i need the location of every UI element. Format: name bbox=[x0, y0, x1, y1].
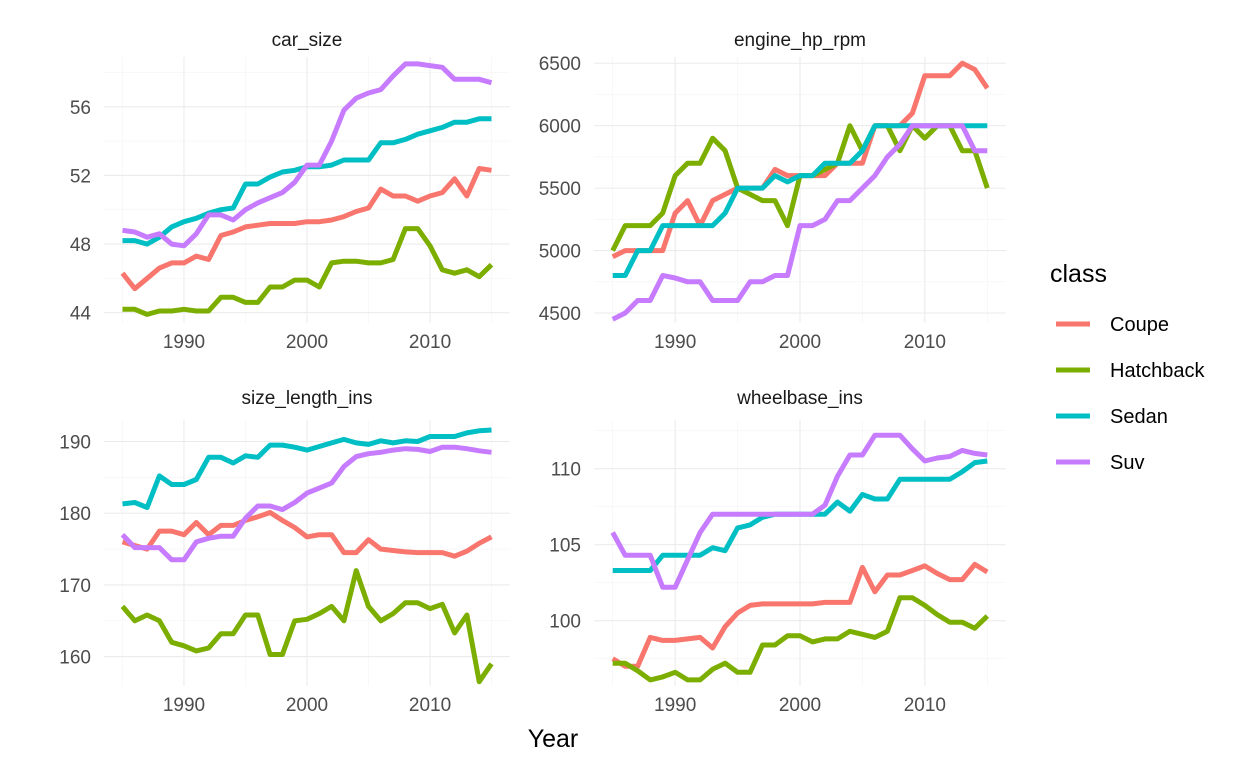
series-line-coupe bbox=[120, 166, 492, 292]
y-tick-label: 160 bbox=[59, 648, 91, 669]
legend-title: class bbox=[1050, 260, 1107, 288]
panel-title: size_length_ins bbox=[242, 388, 373, 409]
y-tick-label: 170 bbox=[59, 576, 91, 597]
y-tick-label: 110 bbox=[551, 460, 581, 481]
panel-wheelbase-ins: wheelbase_ins 1990 2000 2010 100 105 110 bbox=[549, 388, 1006, 716]
x-tick-label: 1990 bbox=[163, 695, 205, 716]
x-tick-label: 1990 bbox=[163, 332, 205, 353]
x-tick-label: 2010 bbox=[409, 332, 451, 353]
chart-panels: car_size 1990 2000 2010 44 48 52 56 engine_hp_rp… bbox=[59, 30, 1006, 716]
legend-label: Sedan bbox=[1110, 406, 1168, 428]
panel-title: wheelbase_ins bbox=[736, 388, 863, 409]
legend-item-sedan: Sedan bbox=[1056, 406, 1168, 428]
legend-item-coupe: Coupe bbox=[1056, 314, 1169, 336]
series-line-hatchback bbox=[122, 226, 494, 317]
series-line-hatchback bbox=[612, 595, 990, 683]
legend-label: Hatchback bbox=[1110, 360, 1205, 382]
legend-item-hatchback: Hatchback bbox=[1056, 360, 1205, 382]
x-tick-label: 1990 bbox=[654, 332, 696, 353]
y-tick-label: 4500 bbox=[539, 304, 581, 325]
legend: class Coupe Hatchback Sedan Suv bbox=[1050, 260, 1205, 474]
y-tick-label: 5500 bbox=[539, 179, 581, 200]
legend-label: Suv bbox=[1110, 452, 1144, 474]
y-tick-label: 180 bbox=[59, 504, 91, 525]
panel-title: car_size bbox=[272, 30, 343, 51]
series-line-suv bbox=[120, 444, 492, 563]
legend-label: Coupe bbox=[1110, 314, 1169, 336]
y-tick-label: 56 bbox=[70, 98, 91, 119]
y-tick-label: 6000 bbox=[539, 117, 581, 138]
y-tick-label: 100 bbox=[549, 612, 581, 633]
series-line-suv bbox=[611, 123, 988, 322]
x-tick-label: 2000 bbox=[779, 695, 821, 716]
x-tick-label: 2010 bbox=[904, 695, 946, 716]
panel-car-size: car_size 1990 2000 2010 44 48 52 56 bbox=[70, 30, 510, 353]
legend-item-suv: Suv bbox=[1056, 452, 1144, 474]
panel-title: engine_hp_rpm bbox=[734, 30, 866, 51]
y-tick-label: 48 bbox=[70, 235, 91, 256]
x-tick-label: 2010 bbox=[904, 332, 946, 353]
y-tick-label: 6500 bbox=[539, 54, 581, 75]
y-tick-label: 5000 bbox=[539, 242, 581, 263]
x-tick-label: 1990 bbox=[654, 695, 696, 716]
x-tick-label: 2000 bbox=[286, 332, 328, 353]
y-tick-label: 190 bbox=[59, 433, 91, 454]
panel-size-length-ins: size_length_ins 1990 2000 2010 160 170 180 190 bbox=[59, 388, 510, 716]
series-line-coupe bbox=[121, 510, 493, 559]
series-line-sedan bbox=[122, 427, 492, 510]
series-line-coupe bbox=[611, 561, 989, 669]
series-line-hatchback bbox=[120, 568, 494, 685]
y-tick-label: 105 bbox=[549, 536, 581, 557]
x-tick-label: 2010 bbox=[409, 695, 451, 716]
y-tick-label: 52 bbox=[70, 166, 91, 187]
y-tick-label: 44 bbox=[70, 304, 92, 325]
panel-engine-hp-rpm: engine_hp_rpm 1990 2000 2010 4500 5000 5500 600… bbox=[539, 30, 1006, 353]
x-axis-title: Year bbox=[528, 725, 579, 753]
series-line-suv bbox=[122, 61, 493, 249]
x-tick-label: 2000 bbox=[779, 332, 821, 353]
series-line-suv bbox=[610, 432, 988, 590]
x-tick-label: 2000 bbox=[286, 695, 328, 716]
